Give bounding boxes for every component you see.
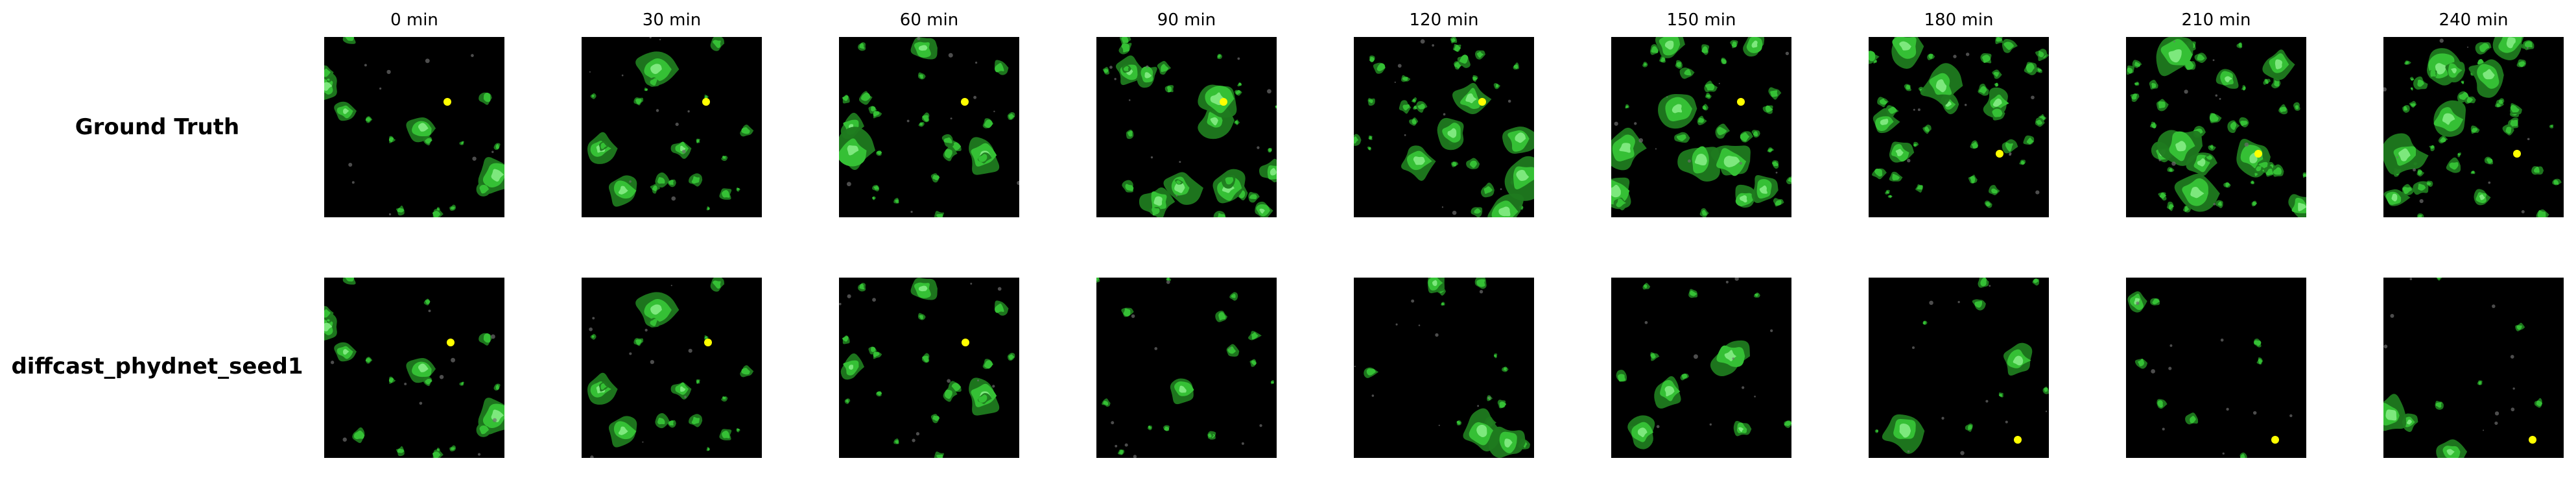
radar-frame-r0-c2 — [839, 37, 1019, 217]
row-label-model: diffcast_phydnet_seed1 — [11, 353, 303, 379]
radar-frame-r1-c0 — [324, 278, 504, 458]
radar-frame-r0-c0 — [324, 37, 504, 217]
radar-frame-r0-c3 — [1096, 37, 1277, 217]
radar-frame-r1-c3 — [1096, 278, 1277, 458]
radar-frame-r0-c5 — [1611, 37, 1791, 217]
time-label-3: 90 min — [1157, 10, 1216, 30]
radar-frame-r0-c8 — [2383, 37, 2564, 217]
time-label-0: 0 min — [390, 10, 438, 30]
radar-frame-r0-c1 — [582, 37, 762, 217]
radar-frame-r0-c6 — [1869, 37, 2049, 217]
row-label-ground-truth: Ground Truth — [75, 114, 240, 140]
radar-frame-r1-c1 — [582, 278, 762, 458]
radar-frame-r1-c6 — [1869, 278, 2049, 458]
time-label-7: 210 min — [2181, 10, 2251, 30]
radar-frame-r1-c8 — [2383, 278, 2564, 458]
radar-frame-r0-c4 — [1354, 37, 1534, 217]
radar-frame-r1-c7 — [2126, 278, 2306, 458]
radar-frame-r1-c5 — [1611, 278, 1791, 458]
time-label-6: 180 min — [1924, 10, 1994, 30]
time-label-1: 30 min — [642, 10, 702, 30]
radar-frame-r0-c7 — [2126, 37, 2306, 217]
radar-frame-r1-c4 — [1354, 278, 1534, 458]
radar-frame-r1-c2 — [839, 278, 1019, 458]
time-label-4: 120 min — [1409, 10, 1479, 30]
time-label-2: 60 min — [899, 10, 959, 30]
time-label-5: 150 min — [1666, 10, 1736, 30]
time-label-8: 240 min — [2439, 10, 2509, 30]
